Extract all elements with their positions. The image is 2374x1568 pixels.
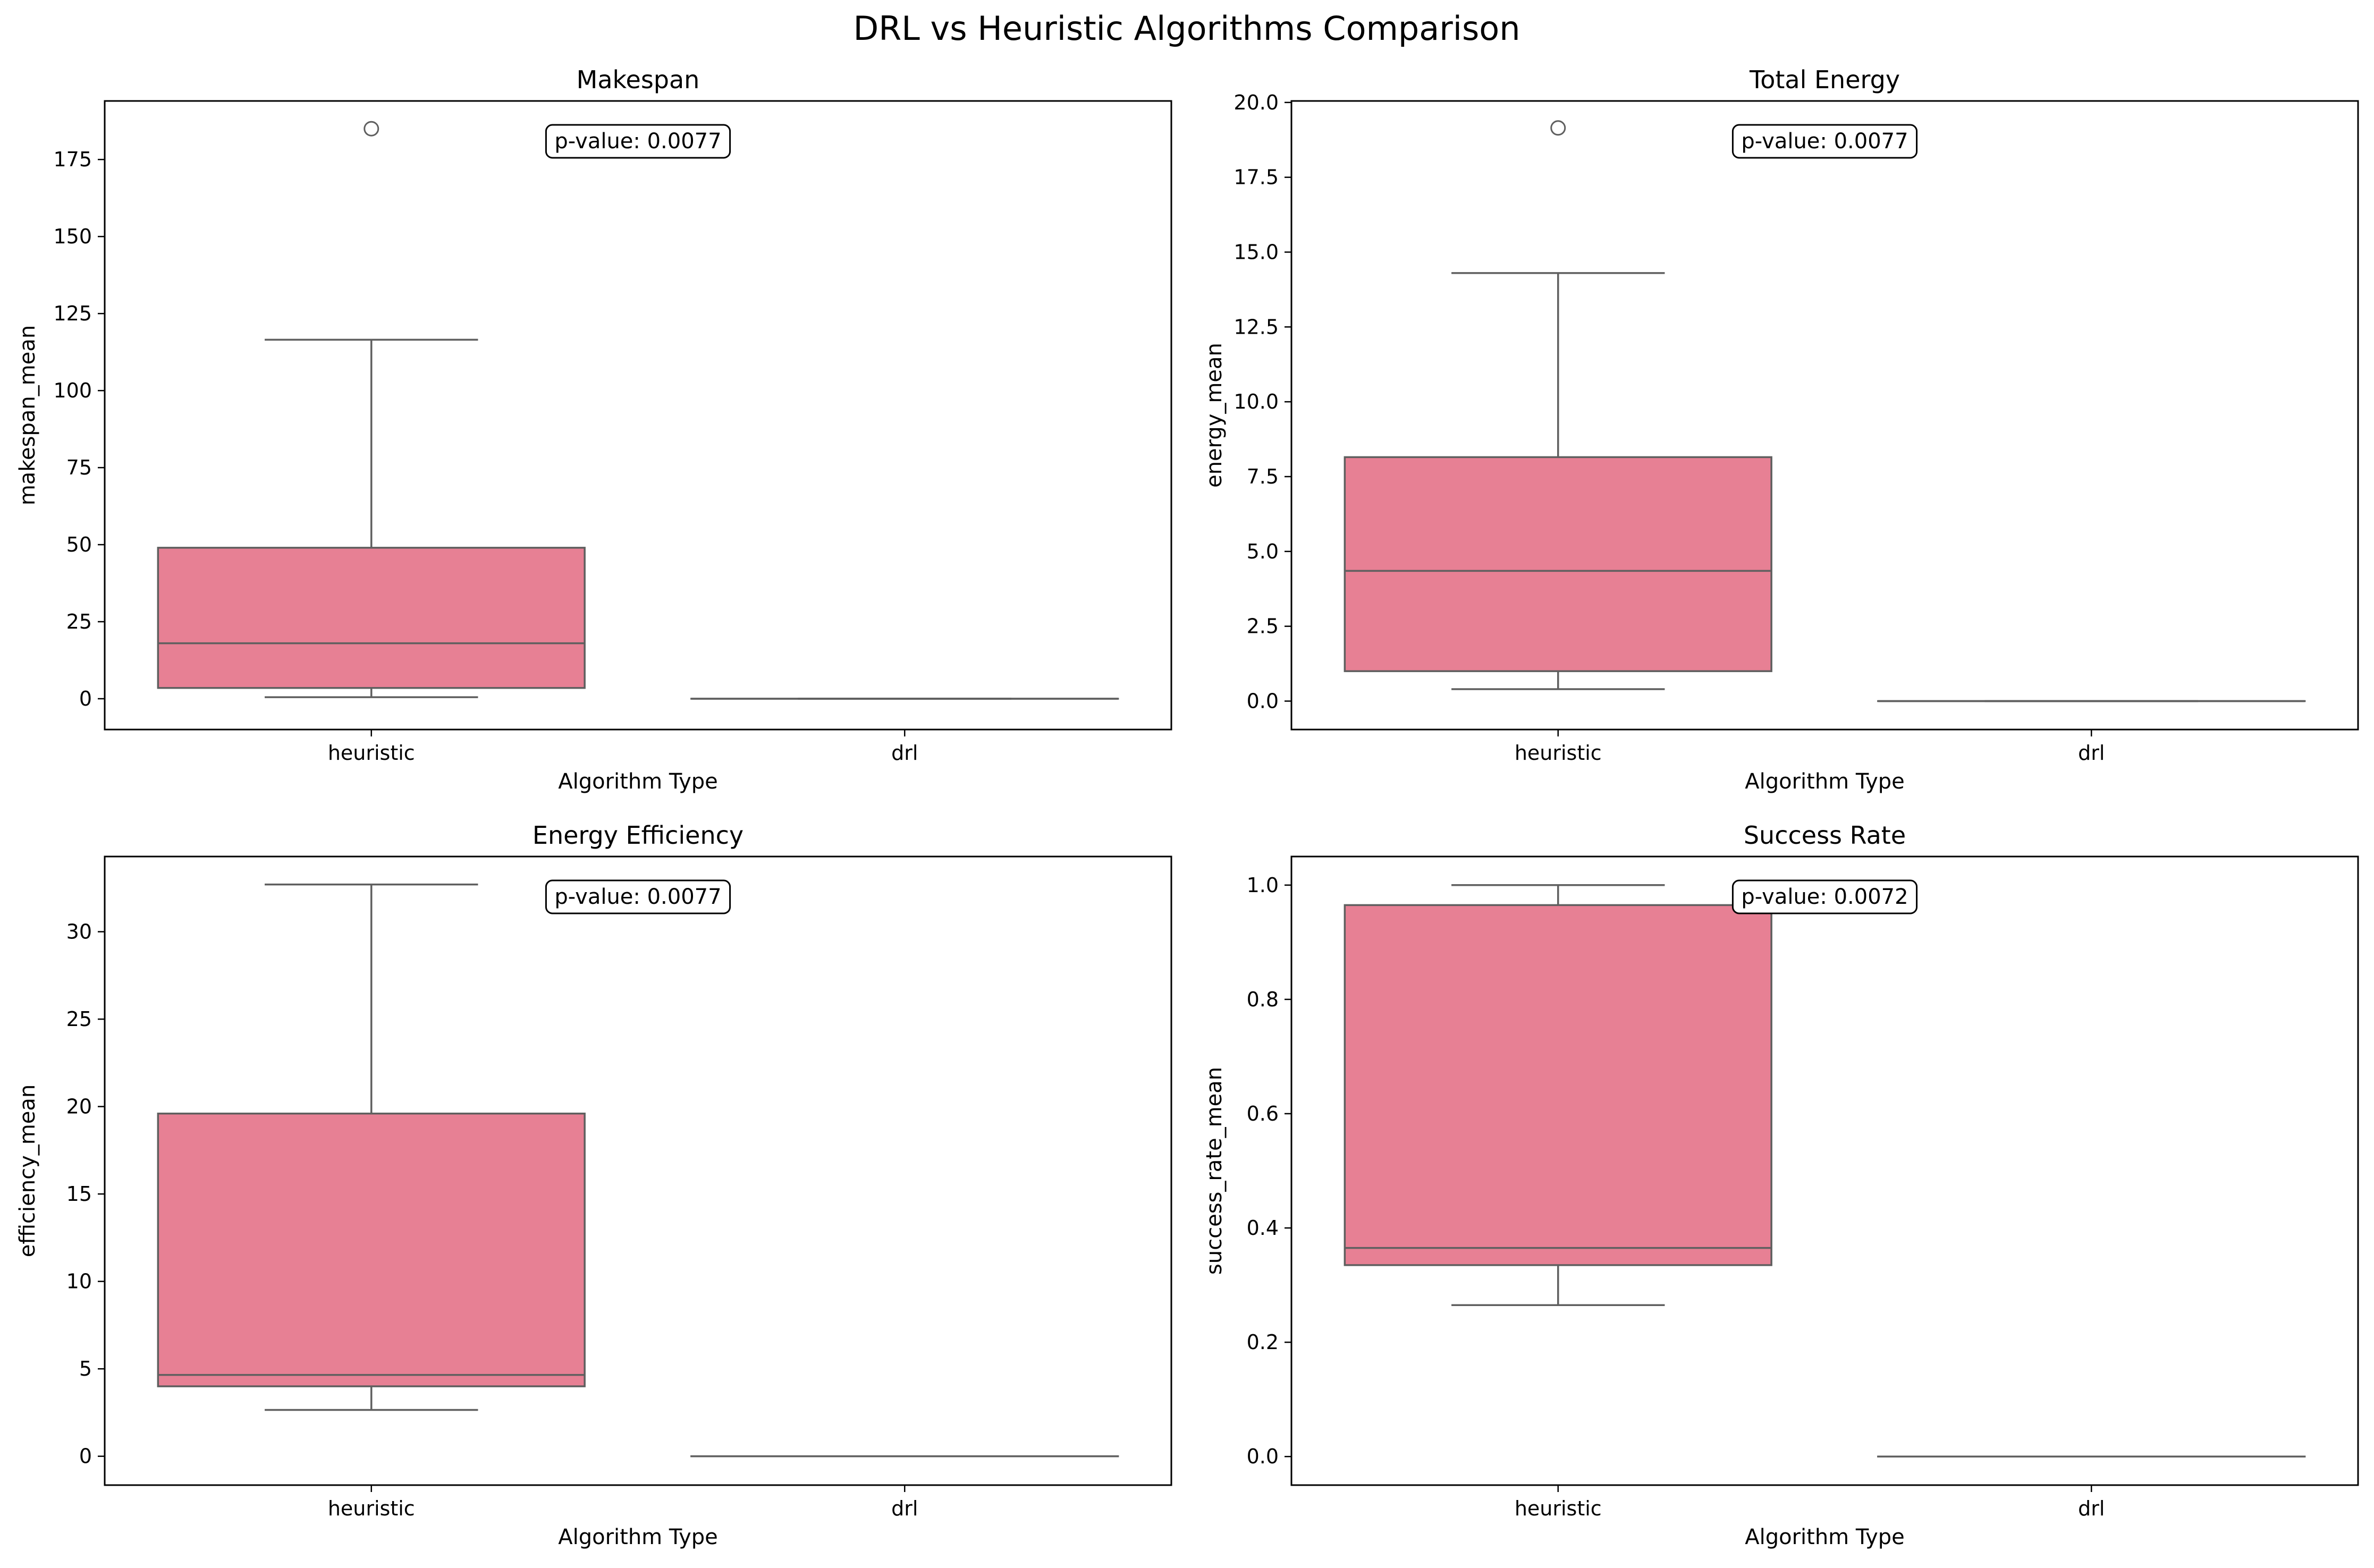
y-tick-label: 0.4 (1247, 1216, 1279, 1240)
y-tick-label: 175 (53, 148, 92, 171)
y-tick-label: 12.5 (1234, 315, 1279, 338)
box-heuristic (1344, 120, 1772, 690)
outlier-point (364, 121, 379, 137)
p-value-box (545, 879, 731, 914)
p-value-annotation: p-value: 0.0077 (545, 879, 731, 914)
y-axis-label: energy_mean (1202, 343, 1227, 488)
p-value-text: p-value: 0.0077 (1741, 129, 1908, 154)
iqr-box (157, 547, 586, 689)
p-value-box (1731, 124, 1918, 159)
x-tick-label: drl (2078, 1497, 2105, 1520)
box-heuristic (157, 883, 586, 1411)
y-tick-label: 17.5 (1234, 166, 1279, 189)
y-tick-label: 1.0 (1247, 874, 1279, 897)
figure-suptitle: DRL vs Heuristic Algorithms Comparison (853, 9, 1520, 48)
subplot-title: Makespan (577, 65, 700, 94)
box-heuristic (1344, 884, 1772, 1306)
y-tick-label: 75 (66, 456, 92, 479)
x-tick-label: heuristic (328, 741, 415, 765)
y-tick-label: 0 (79, 687, 92, 710)
y-tick-label: 20.0 (1234, 91, 1279, 114)
y-tick-label: 20 (66, 1095, 92, 1118)
p-value-box (1731, 879, 1918, 914)
axes-frame (1290, 855, 2359, 1486)
p-value-text: p-value: 0.0077 (554, 885, 721, 909)
x-axis-label: Algorithm Type (1745, 1525, 1905, 1549)
y-tick-label: 15.0 (1234, 240, 1279, 264)
y-tick-label: 2.5 (1247, 615, 1279, 638)
x-tick-label: drl (891, 1497, 918, 1520)
axes-frame (104, 855, 1172, 1486)
subplot-0: Makespan 0 25 50 75 100 125 150 175 heuristic drl A… (15, 65, 1172, 794)
y-tick-label: 5 (79, 1357, 92, 1380)
y-tick-label: 7.5 (1247, 465, 1279, 488)
p-value-text: p-value: 0.0072 (1741, 885, 1908, 909)
y-tick-label: 0.0 (1247, 1445, 1279, 1468)
y-tick-label: 100 (53, 379, 92, 402)
subplot-title: Energy Efficiency (533, 821, 744, 850)
box-heuristic (157, 121, 586, 698)
x-axis-label: Algorithm Type (558, 1525, 718, 1549)
p-value-annotation: p-value: 0.0077 (1731, 124, 1918, 159)
y-tick-label: 25 (66, 1007, 92, 1031)
y-tick-label: 0.8 (1247, 988, 1279, 1011)
subplot-1: Total Energy 0.0 2.5 5.0 7.5 10.0 12.5 15.0 17.5… (1202, 65, 2359, 794)
p-value-annotation: p-value: 0.0072 (1731, 879, 1918, 914)
y-tick-label: 0.6 (1247, 1102, 1279, 1125)
y-axis-label: makespan_mean (15, 325, 40, 505)
x-tick-label: heuristic (328, 1497, 415, 1520)
y-tick-label: 10 (66, 1270, 92, 1293)
x-tick-label: drl (891, 741, 918, 765)
y-axis-label: efficiency_mean (15, 1084, 40, 1257)
subplot-3: Success Rate 0.0 0.2 0.4 0.6 0.8 1.0 heuristic d… (1202, 821, 2359, 1549)
iqr-box (1344, 904, 1772, 1266)
subplot-title: Total Energy (1749, 65, 1900, 94)
subplot-2: Energy Efficiency 0 5 10 15 20 25 30 heuristic dr… (15, 821, 1172, 1549)
y-tick-label: 0.0 (1247, 689, 1279, 713)
p-value-box (545, 124, 731, 159)
y-tick-label: 10.0 (1234, 390, 1279, 413)
y-tick-label: 30 (66, 920, 92, 943)
axes-frame (104, 100, 1172, 731)
y-tick-label: 150 (53, 225, 92, 248)
x-tick-label: drl (2078, 741, 2105, 765)
p-value-annotation: p-value: 0.0077 (545, 124, 731, 159)
y-tick-label: 15 (66, 1182, 92, 1206)
p-value-text: p-value: 0.0077 (554, 129, 721, 154)
iqr-box (1344, 456, 1772, 672)
x-axis-label: Algorithm Type (1745, 769, 1905, 794)
x-tick-label: heuristic (1515, 741, 1602, 765)
y-tick-label: 50 (66, 533, 92, 556)
x-axis-label: Algorithm Type (558, 769, 718, 794)
outlier-point (1550, 120, 1566, 136)
x-tick-label: heuristic (1515, 1497, 1602, 1520)
y-axis-label: success_rate_mean (1202, 1067, 1227, 1275)
axes-frame (1290, 100, 2359, 731)
y-tick-label: 125 (53, 302, 92, 325)
y-tick-label: 0 (79, 1445, 92, 1468)
y-tick-label: 25 (66, 610, 92, 633)
subplot-title: Success Rate (1744, 821, 1906, 850)
y-tick-label: 5.0 (1247, 540, 1279, 563)
y-tick-label: 0.2 (1247, 1330, 1279, 1354)
iqr-box (157, 1112, 586, 1387)
